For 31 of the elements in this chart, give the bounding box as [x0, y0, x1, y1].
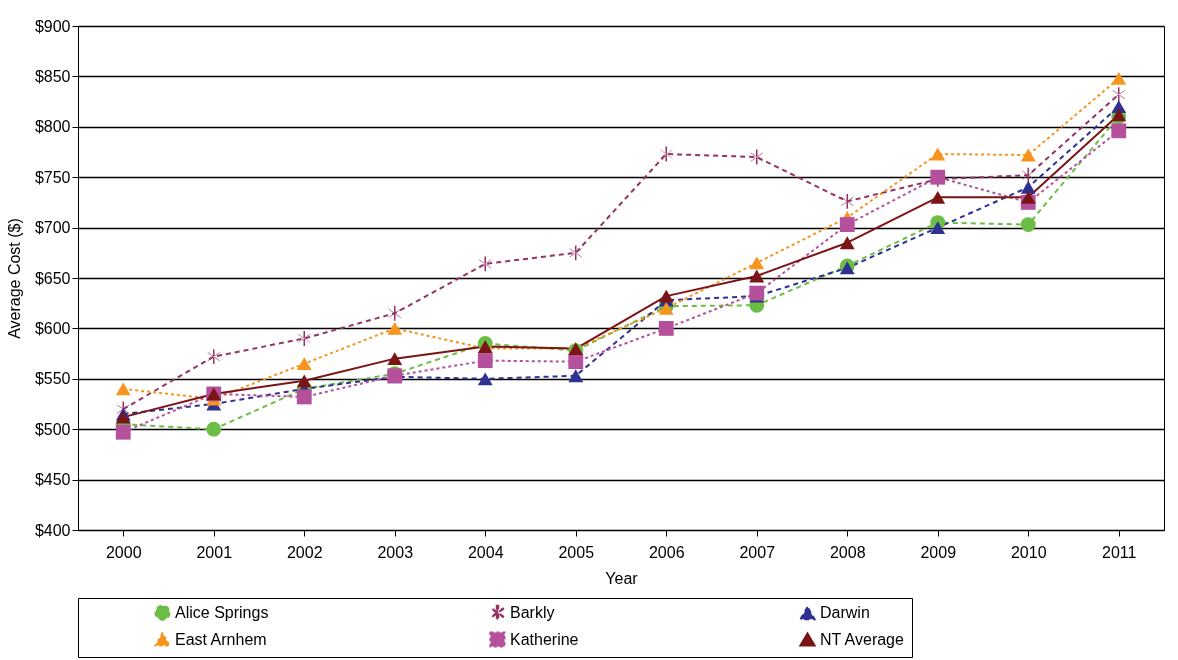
legend-label: Barkly — [510, 603, 555, 621]
legend-label: Darwin — [820, 604, 870, 622]
y-tick-label: $900 — [34, 17, 71, 35]
x-tick-label: 2001 — [196, 543, 233, 561]
y-tick-label: $450 — [34, 471, 71, 489]
legend-label: NT Average — [820, 630, 905, 648]
y-tick-label: $850 — [34, 67, 71, 85]
x-tick-label: 2003 — [377, 543, 414, 561]
y-axis-title: Average Cost ($) — [5, 218, 23, 339]
x-tick-label: 2006 — [648, 543, 685, 561]
y-tick-label: $550 — [34, 370, 71, 388]
legend-label: Katherine — [510, 630, 579, 648]
x-tick-label: 2009 — [920, 543, 957, 561]
x-tick-label: 2002 — [286, 543, 323, 561]
x-tick-label: 2000 — [105, 543, 142, 561]
x-tick-label: 2010 — [1010, 543, 1047, 561]
y-tick-label: $800 — [34, 118, 71, 136]
y-tick-label: $650 — [34, 269, 71, 287]
y-tick-label: $400 — [34, 521, 71, 539]
x-axis-title: Year — [605, 569, 639, 587]
y-tick-label: $750 — [34, 168, 71, 186]
y-tick-label: $700 — [34, 219, 71, 237]
x-tick-label: 2004 — [467, 543, 504, 561]
legend-label: East Arnhem — [175, 630, 267, 648]
y-tick-label: $500 — [34, 420, 71, 438]
legend-label: Alice Springs — [175, 603, 269, 621]
x-tick-label: 2008 — [829, 543, 866, 561]
x-tick-label: 2011 — [1102, 543, 1137, 561]
y-tick-label: $600 — [34, 319, 71, 337]
x-tick-label: 2007 — [739, 543, 776, 561]
x-tick-label: 2005 — [558, 543, 595, 561]
